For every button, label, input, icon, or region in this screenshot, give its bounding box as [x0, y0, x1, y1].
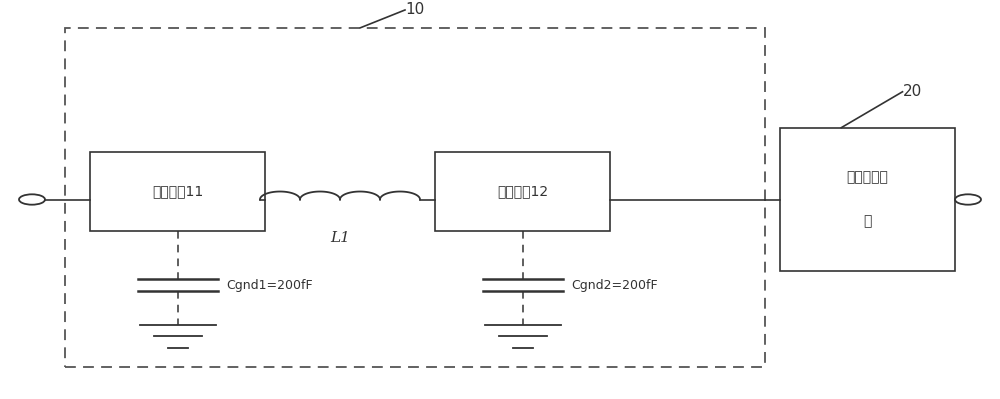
Bar — [90, 152, 265, 231]
Bar — [435, 152, 610, 231]
Bar — [780, 128, 955, 271]
Text: 10: 10 — [405, 2, 425, 18]
Text: 第一焊盘11: 第一焊盘11 — [152, 184, 203, 199]
Text: 第二焊盘12: 第二焊盘12 — [497, 184, 548, 199]
Text: 器: 器 — [863, 214, 872, 229]
Text: Cgnd2=200fF: Cgnd2=200fF — [571, 279, 658, 292]
Text: Cgnd1=200fF: Cgnd1=200fF — [226, 279, 313, 292]
Bar — [65, 28, 765, 367]
Text: 20: 20 — [903, 84, 922, 99]
Text: 低噪声放大: 低噪声放大 — [847, 170, 888, 185]
Text: L1: L1 — [330, 231, 350, 245]
